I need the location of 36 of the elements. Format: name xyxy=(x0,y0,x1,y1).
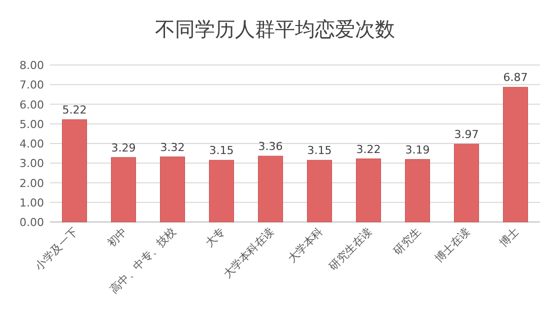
x-tick-label: 大专 xyxy=(202,224,228,250)
x-tick-label: 研究生在读 xyxy=(326,224,375,274)
data-label: 6.87 xyxy=(503,71,528,84)
data-label: 3.36 xyxy=(258,140,283,154)
bar xyxy=(503,86,528,222)
x-tick-label: 博士在读 xyxy=(432,224,473,266)
y-tick-label: 4.00 xyxy=(20,138,44,150)
x-tick-label: 初中 xyxy=(104,224,130,250)
bar xyxy=(405,159,430,222)
y-tick-label: 3.00 xyxy=(20,157,44,170)
bar xyxy=(356,158,381,222)
x-tick-label: 研究生 xyxy=(391,224,424,258)
data-label: 3.19 xyxy=(405,143,430,156)
data-label: 5.22 xyxy=(62,104,87,117)
bar xyxy=(454,144,479,222)
bar xyxy=(160,156,185,222)
bar xyxy=(62,119,87,222)
data-label: 3.29 xyxy=(111,141,136,154)
chart-title: 不同学历人群平均恋爱次数 xyxy=(155,17,395,41)
y-tick-label: 5.00 xyxy=(20,118,44,131)
data-label: 3.15 xyxy=(307,144,332,158)
data-label: 3.15 xyxy=(209,144,234,158)
bar xyxy=(209,160,234,222)
x-tick-label: 博士 xyxy=(496,224,522,250)
data-label: 3.22 xyxy=(356,142,381,156)
bar xyxy=(258,156,283,222)
y-tick-label: 8.00 xyxy=(20,59,44,72)
bar xyxy=(111,157,136,222)
y-tick-label: 6.00 xyxy=(20,98,44,112)
data-label: 3.97 xyxy=(454,128,479,142)
y-tick-label: 2.00 xyxy=(20,176,44,190)
bar xyxy=(307,160,332,222)
y-tick-label: 1.00 xyxy=(20,196,44,210)
y-tick-label: 7.00 xyxy=(20,78,44,92)
x-tick-label: 大学本科 xyxy=(285,224,326,266)
data-label: 3.32 xyxy=(160,140,185,154)
